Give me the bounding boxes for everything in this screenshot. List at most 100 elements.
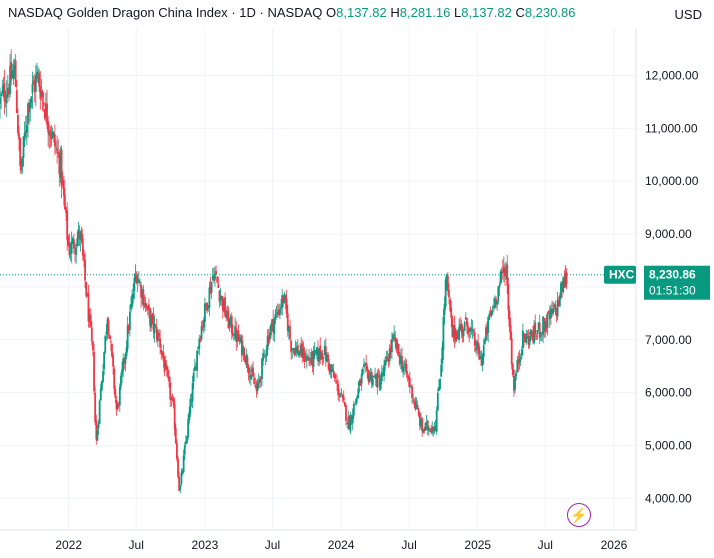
candle-body (83, 254, 85, 260)
candle-body (424, 422, 427, 432)
candle-body (384, 360, 387, 366)
candle-body (308, 357, 310, 361)
candle-body (259, 377, 262, 380)
candle-body (541, 332, 543, 334)
candle-body (99, 388, 102, 401)
candle-body (491, 307, 494, 309)
candle-body (140, 284, 142, 298)
candle-body (342, 396, 345, 401)
candle-body (14, 60, 17, 87)
candle-body (230, 315, 233, 334)
candle-body (333, 375, 336, 379)
candle-body (235, 327, 238, 342)
candle-body (217, 284, 220, 288)
candle-body (89, 314, 92, 327)
candle-body (557, 302, 560, 305)
lightning-icon[interactable]: ⚡ (567, 503, 591, 527)
candle-body (238, 339, 241, 341)
candle-body (156, 332, 159, 342)
candle-body (374, 375, 377, 377)
candle-body (142, 289, 145, 306)
candle-body (561, 282, 563, 293)
candle-body (19, 137, 22, 166)
candle-body (473, 332, 476, 346)
candle-body (49, 130, 52, 136)
candle-body (347, 417, 350, 425)
candle-body (113, 368, 116, 389)
price-tick-label: 5,000.00 (645, 438, 692, 452)
candle-body (466, 318, 468, 326)
candle-body (443, 303, 446, 316)
close-value: 8,230.86 (524, 5, 576, 20)
currency-label[interactable]: USD (674, 7, 702, 22)
candle-body (366, 366, 369, 371)
time-tick-label: 2022 (55, 538, 82, 552)
candle-body (233, 338, 235, 339)
candle-body (78, 232, 81, 240)
candle-body (331, 369, 334, 372)
low-value: 8,137.82 (461, 5, 512, 20)
candle-body (385, 356, 388, 359)
candle-body (387, 360, 390, 362)
candle-body (209, 286, 212, 294)
candle-body (509, 325, 512, 340)
candle-body (43, 109, 46, 119)
candle-body (293, 348, 296, 356)
candle-body (369, 372, 372, 377)
candle-body (469, 328, 472, 333)
candle-body (501, 270, 504, 272)
candle-body (181, 470, 184, 474)
candle-body (15, 90, 18, 113)
candle-body (543, 318, 546, 332)
candle-body (528, 336, 531, 345)
candle-body (448, 289, 450, 298)
candle-body (170, 398, 173, 400)
candle-body (104, 335, 107, 353)
legend-header[interactable]: NASDAQ Golden Dragon China Index · 1D · … (8, 5, 575, 20)
candle-body (408, 377, 411, 387)
candle-body (434, 426, 437, 431)
candle-body (224, 297, 226, 316)
candle-body (266, 336, 269, 350)
candle-body (252, 367, 254, 377)
candle-body (130, 304, 132, 310)
candle-body (109, 341, 112, 343)
candle-body (42, 101, 45, 107)
candle-body (273, 320, 276, 334)
candle-body (90, 327, 93, 342)
candle-body (169, 382, 172, 400)
candle-body (267, 335, 270, 342)
candle-body (31, 83, 34, 94)
candle-body (249, 374, 252, 380)
candle-body (144, 303, 147, 307)
candle-body (80, 229, 83, 242)
candle-body (472, 331, 475, 333)
candle-body (349, 416, 352, 432)
price-tick-label: 7,000.00 (645, 333, 692, 347)
candle-body (183, 445, 186, 455)
candle-body (440, 364, 443, 377)
candle-body (11, 74, 14, 77)
candle-body (322, 357, 325, 358)
candle-body (517, 360, 520, 365)
price-tick-label: 6,000.00 (645, 386, 692, 400)
candle-body (305, 356, 308, 362)
candle-body (270, 325, 272, 336)
candle-body (62, 179, 65, 196)
candle-body (178, 476, 181, 491)
candle-body (425, 421, 428, 424)
candle-body (545, 321, 548, 329)
open-label: O (326, 5, 337, 20)
candle-body (87, 292, 90, 322)
candle-body (12, 70, 15, 79)
candle-body (405, 364, 408, 375)
candle-body (296, 345, 299, 355)
candle-body (558, 295, 561, 307)
candle-body (247, 365, 250, 374)
candle-body (449, 299, 452, 311)
candle-body (476, 341, 478, 350)
candle-body (497, 286, 500, 302)
candle-body (544, 321, 547, 332)
candle-body (279, 309, 281, 314)
